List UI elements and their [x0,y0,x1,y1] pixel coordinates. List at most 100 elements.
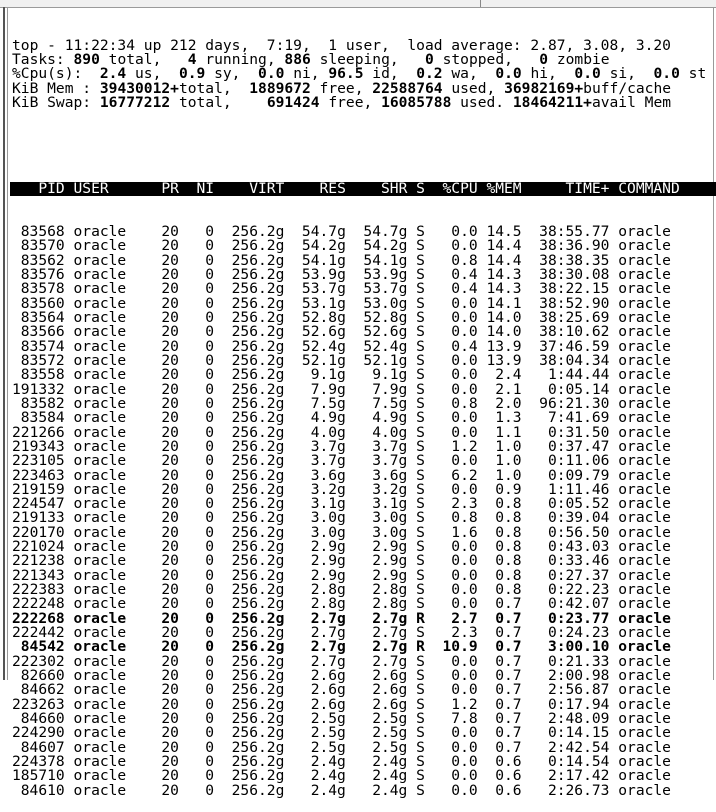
process-row: 83564 oracle 20 0 256.2g 52.8g 52.8g S 0… [12,310,716,325]
cell-mem: 0.8 [495,538,522,556]
cell-user: oracle [73,566,127,584]
cell-pr: 20 [161,681,179,699]
column-header-bar: PID USER PR NI VIRT RES SHR S %CPU %MEM … [10,179,716,197]
cell-mem: 0.8 [495,581,522,599]
column-header-user[interactable]: USER [73,179,109,197]
cell-ni: 0 [205,523,215,541]
cell-pid: 221238 [12,552,65,570]
cell-command: oracle [618,237,671,255]
cell-pid: 83578 [20,280,65,298]
column-header-time[interactable]: TIME+ [565,179,610,197]
cell-virt: 256.2g [231,652,285,670]
cell-command: oracle [618,337,671,355]
cell-time: 0:27.37 [547,566,610,584]
cell-time: 0:11.06 [547,452,610,470]
cell-pr: 20 [161,351,179,369]
cell-ni: 0 [205,409,215,427]
column-header-state[interactable]: S [416,179,425,197]
cell-pr: 20 [161,581,179,599]
process-row: 219343 oracle 20 0 256.2g 3.7g 3.7g S 1.… [12,437,716,455]
cell-pid: 221343 [12,566,65,584]
cell-pr: 20 [161,595,179,613]
cell-pr: 20 [161,624,179,642]
cell-command: oracle [618,753,671,771]
cell-res: 3.7g [310,437,346,455]
summary-value: 0 [425,50,434,68]
cell-pr: 20 [161,366,179,384]
cell-pr: 20 [161,394,179,412]
summary-label: hi, [521,65,566,83]
cell-ni: 0 [205,452,215,470]
cell-user: oracle [73,237,127,255]
cell-cpu: 0.0 [451,538,478,556]
cell-pid: 83584 [20,409,65,427]
cell-virt: 256.2g [231,581,285,599]
cell-pr: 20 [161,237,179,255]
cell-shr: 2.7g [372,638,408,656]
column-header-cpu[interactable]: %CPU [442,179,478,197]
cell-ni: 0 [205,251,215,269]
cell-ni: 0 [205,667,215,685]
cell-user: oracle [73,738,127,756]
cell-ni: 0 [205,480,215,498]
column-header-ni[interactable]: NI [196,179,215,197]
cell-command: oracle [618,638,671,656]
cell-ni: 0 [205,724,215,742]
cell-pid: 83572 [20,351,65,369]
cell-mem: 0.7 [495,710,522,728]
cell-shr: 2.9g [372,552,408,570]
column-header-res[interactable]: RES [319,179,346,197]
terminal-top-output[interactable]: top - 11:22:34 up 212 days, 7:19, 1 user… [10,10,716,812]
cell-state: S [416,738,425,756]
summary-label: total, [178,79,241,97]
cell-shr: 54.2g [363,237,408,255]
cell-cpu: 0.0 [451,581,478,599]
cell-virt: 256.2g [231,681,285,699]
process-row: 83566 oracle 20 0 256.2g 52.6g 52.6g S 0… [12,323,716,341]
cell-user: oracle [73,380,127,398]
cell-command: oracle [618,452,671,470]
cell-res: 54.2g [301,237,346,255]
cell-user: oracle [73,538,127,556]
cell-cpu: 0.0 [451,294,478,312]
column-header-virt[interactable]: VIRT [249,179,285,197]
column-header-shr[interactable]: SHR [381,179,408,197]
cell-pr: 20 [161,466,179,484]
cell-user: oracle [73,523,127,541]
cell-pid: 83570 [20,237,65,255]
cell-virt: 256.2g [231,753,285,771]
cell-user: oracle [73,409,127,427]
cell-mem: 2.4 [495,366,522,384]
cell-time: 0:17.94 [547,695,610,713]
cell-pr: 20 [161,380,179,398]
cell-pid: 221266 [12,423,65,441]
cell-user: oracle [73,323,127,341]
column-header-pr[interactable]: PR [161,179,179,197]
summary-label: used, [442,79,505,97]
cell-cpu: 0.0 [451,753,478,771]
cell-state: S [416,581,425,599]
divider [480,0,481,7]
cell-pr: 20 [161,781,179,799]
cell-shr: 3.7g [372,437,408,455]
column-header-command[interactable]: COMMAND [618,179,680,197]
cell-mem: 0.7 [495,609,522,627]
cell-cpu: 0.0 [451,237,478,255]
cell-shr: 54.1g [363,251,408,269]
cell-command: oracle [618,380,671,398]
cell-res: 2.9g [310,538,346,556]
cell-user: oracle [73,466,127,484]
cell-time: 1:11.46 [547,480,610,498]
cell-time: 7:41.69 [547,409,610,427]
cell-virt: 256.2g [231,452,285,470]
cell-res: 2.5g [310,724,346,742]
cell-pr: 20 [161,222,179,240]
cell-virt: 256.2g [231,523,285,541]
column-header-mem[interactable]: %MEM [486,179,522,197]
cell-time: 38:22.15 [539,280,610,298]
cell-cpu: 0.4 [451,280,478,298]
cell-shr: 2.7g [372,609,408,627]
cell-ni: 0 [205,265,215,283]
cell-virt: 256.2g [231,566,285,584]
column-header-pid[interactable]: PID [38,179,65,197]
